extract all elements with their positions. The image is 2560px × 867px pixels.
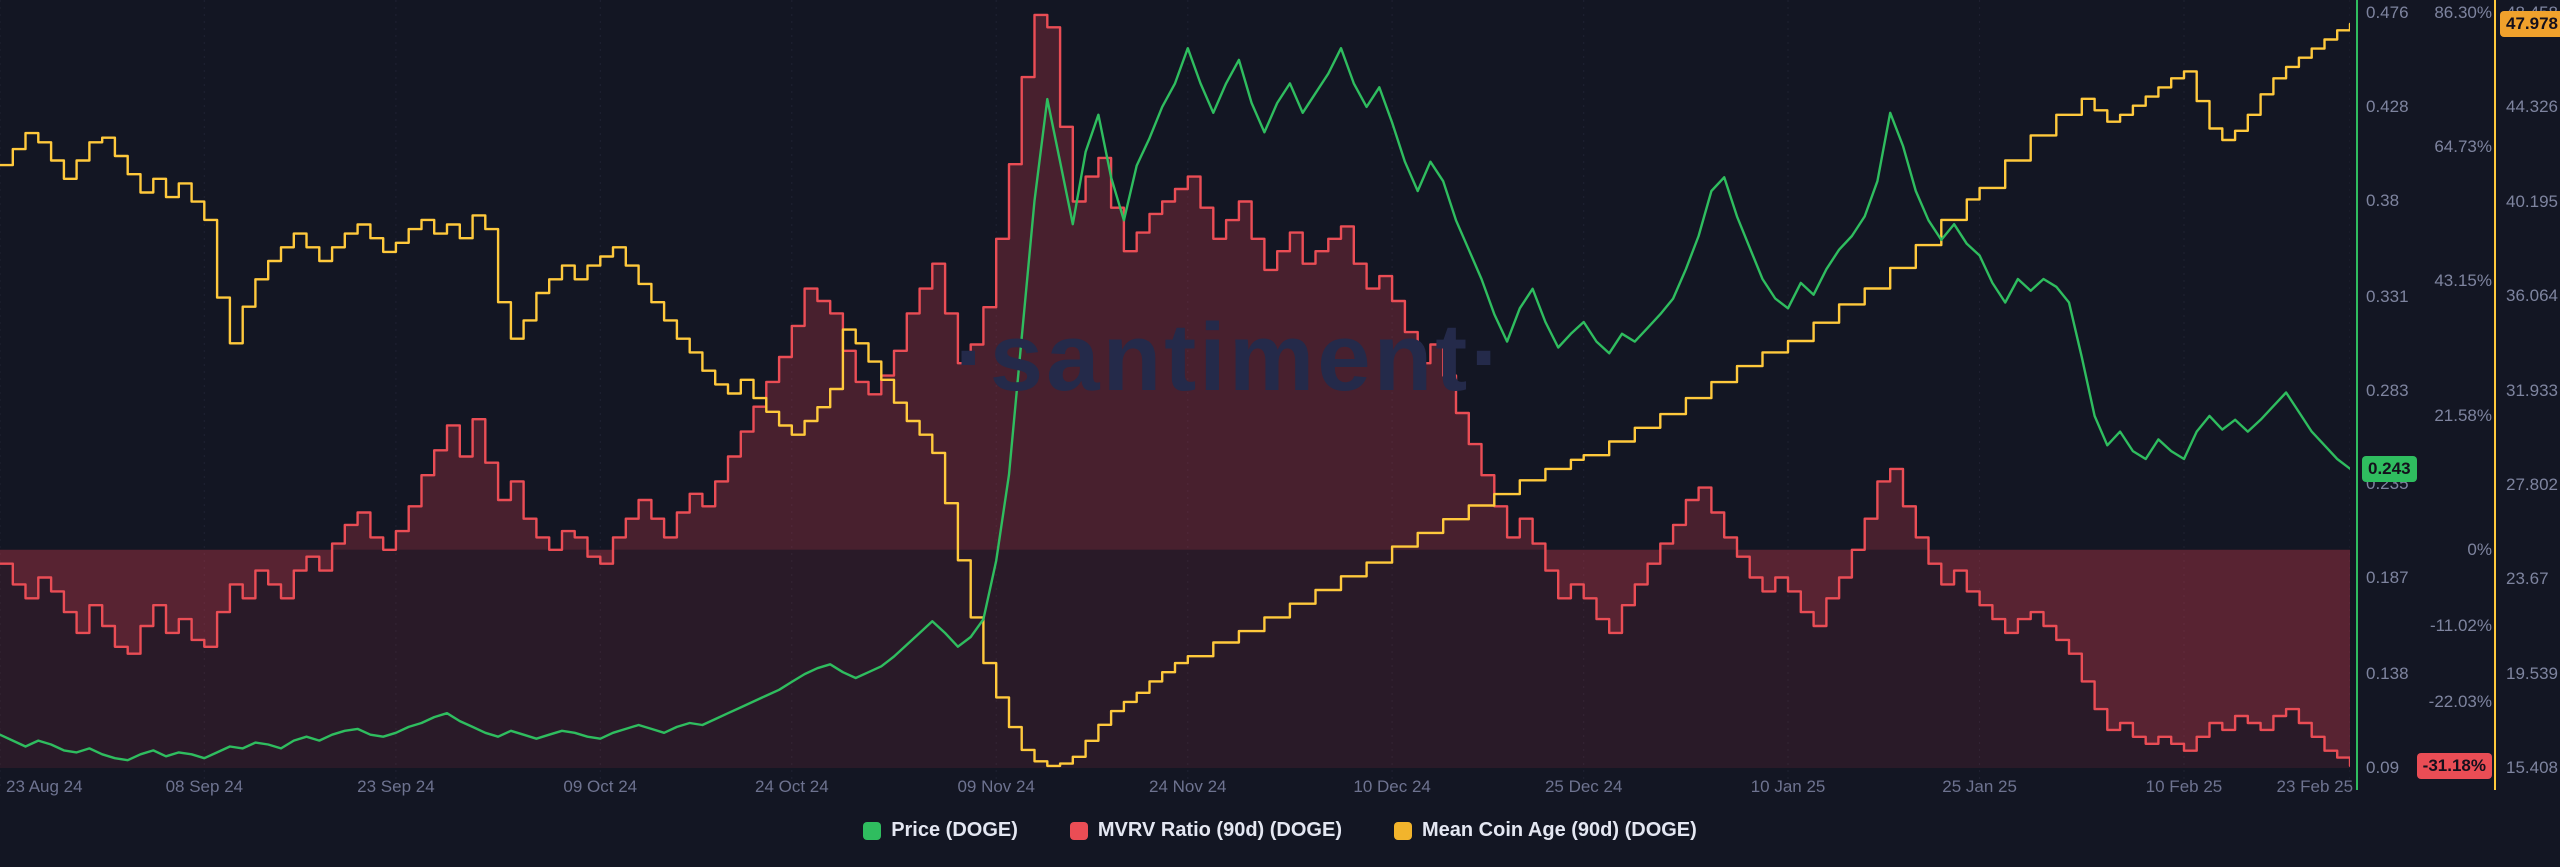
axis-tick-label: 0.138 xyxy=(2366,664,2409,684)
axis-tick-label: 15.408 xyxy=(2506,758,2558,777)
plot-area[interactable]: ·santiment· xyxy=(0,0,2350,790)
x-tick-label: 10 Feb 25 xyxy=(2145,777,2223,796)
legend-item-mvrv-ratio-90d-doge-[interactable]: MVRV Ratio (90d) (DOGE) xyxy=(1069,819,1342,842)
x-tick-label: 08 Sep 24 xyxy=(165,777,244,796)
axis-tick-label: 0% xyxy=(2467,539,2492,559)
axis-tick-label: 0.283 xyxy=(2366,380,2409,400)
mean-coin-age-90d-doge--line xyxy=(0,22,2350,768)
x-tick-label: 23 Feb 25 xyxy=(2276,777,2354,796)
x-tick-label: 25 Dec 24 xyxy=(1544,777,1623,796)
badge-age: 47.978 xyxy=(2500,10,2560,37)
mvrv-ratio-90d-doge--line xyxy=(0,13,2350,767)
axis-tick-label: 0.476 xyxy=(2366,3,2409,22)
x-tick-label: 24 Oct 24 xyxy=(754,777,829,796)
axis-tick-label: 0.187 xyxy=(2366,568,2409,588)
axis-tick-label: 0.331 xyxy=(2366,286,2409,306)
axis-tick-label: -11.02% xyxy=(2429,616,2492,636)
legend-item-price-doge-[interactable]: Price (DOGE) xyxy=(863,819,1018,842)
mvrv-negative-zone xyxy=(0,549,2350,768)
axis-tick-label: 21.58% xyxy=(2434,405,2492,425)
axis-tick-label: 86.30% xyxy=(2434,3,2492,22)
x-tick-label: 10 Jan 25 xyxy=(1750,777,1826,796)
axis-tick-label: -22.03% xyxy=(2428,692,2492,712)
legend-swatch-icon xyxy=(1069,821,1088,840)
price-axis: 0.476 0.428 0.38 0.331 0.283 0.235 0.187 0.138 0… xyxy=(2362,0,2428,790)
legend-label: Mean Coin Age (90d) (DOGE) xyxy=(1421,819,1697,841)
legend-label: Price (DOGE) xyxy=(891,819,1018,841)
badge-price: 0.243 xyxy=(2362,455,2417,482)
price-axis-spine xyxy=(2356,0,2358,790)
axis-tick-label: 44.326 xyxy=(2506,97,2558,117)
axis-tick-label: 64.73% xyxy=(2434,137,2492,157)
axis-tick-label: 43.15% xyxy=(2434,271,2492,291)
x-tick-label: 09 Nov 24 xyxy=(957,777,1035,796)
age-axis-spine xyxy=(2494,0,2496,790)
badge-mvrv: -31.18% xyxy=(2416,752,2492,779)
legend-item-mean-coin-age-90d-doge-[interactable]: Mean Coin Age (90d) (DOGE) xyxy=(1393,819,1697,842)
x-tick-label: 25 Jan 25 xyxy=(1942,777,2017,796)
mvrv-axis: 86.30% 64.73% 43.15% 21.58% 0% -11.02% -22.03%… xyxy=(2412,0,2492,790)
axis-tick-label: 36.064 xyxy=(2506,286,2558,306)
x-axis: 23 Aug 24 08 Sep 24 23 Sep 24 09 Oct 24 24 O… xyxy=(0,777,2353,801)
chart-canvas[interactable] xyxy=(0,0,2350,790)
axis-tick-label: 19.539 xyxy=(2506,663,2558,683)
axis-tick-label: 0.09 xyxy=(2366,758,2400,777)
price-doge--line xyxy=(0,47,2350,762)
axis-tick-label: 27.802 xyxy=(2506,474,2558,494)
x-tick-label: 23 Sep 24 xyxy=(357,777,435,796)
x-tick-label: 09 Oct 24 xyxy=(563,777,638,796)
age-axis: 48.45844.32640.19536.06431.93327.80223.6… xyxy=(2500,0,2560,790)
legend-swatch-icon xyxy=(863,821,882,840)
x-tick-label: 24 Nov 24 xyxy=(1149,777,1227,796)
legend-swatch-icon xyxy=(1393,821,1412,840)
x-tick-label: 23 Aug 24 xyxy=(6,777,83,796)
axis-tick-label: 23.67 xyxy=(2506,569,2549,589)
chart-legend: Price (DOGE) MVRV Ratio (90d) (DOGE) Mean … xyxy=(0,819,2560,842)
axis-tick-label: 0.428 xyxy=(2366,96,2409,116)
axis-tick-label: 40.195 xyxy=(2506,191,2558,211)
axis-tick-label: 31.933 xyxy=(2506,380,2558,400)
legend-label: MVRV Ratio (90d) (DOGE) xyxy=(1097,819,1342,841)
x-tick-label: 10 Dec 24 xyxy=(1353,777,1431,796)
axis-tick-label: 0.38 xyxy=(2366,190,2400,210)
